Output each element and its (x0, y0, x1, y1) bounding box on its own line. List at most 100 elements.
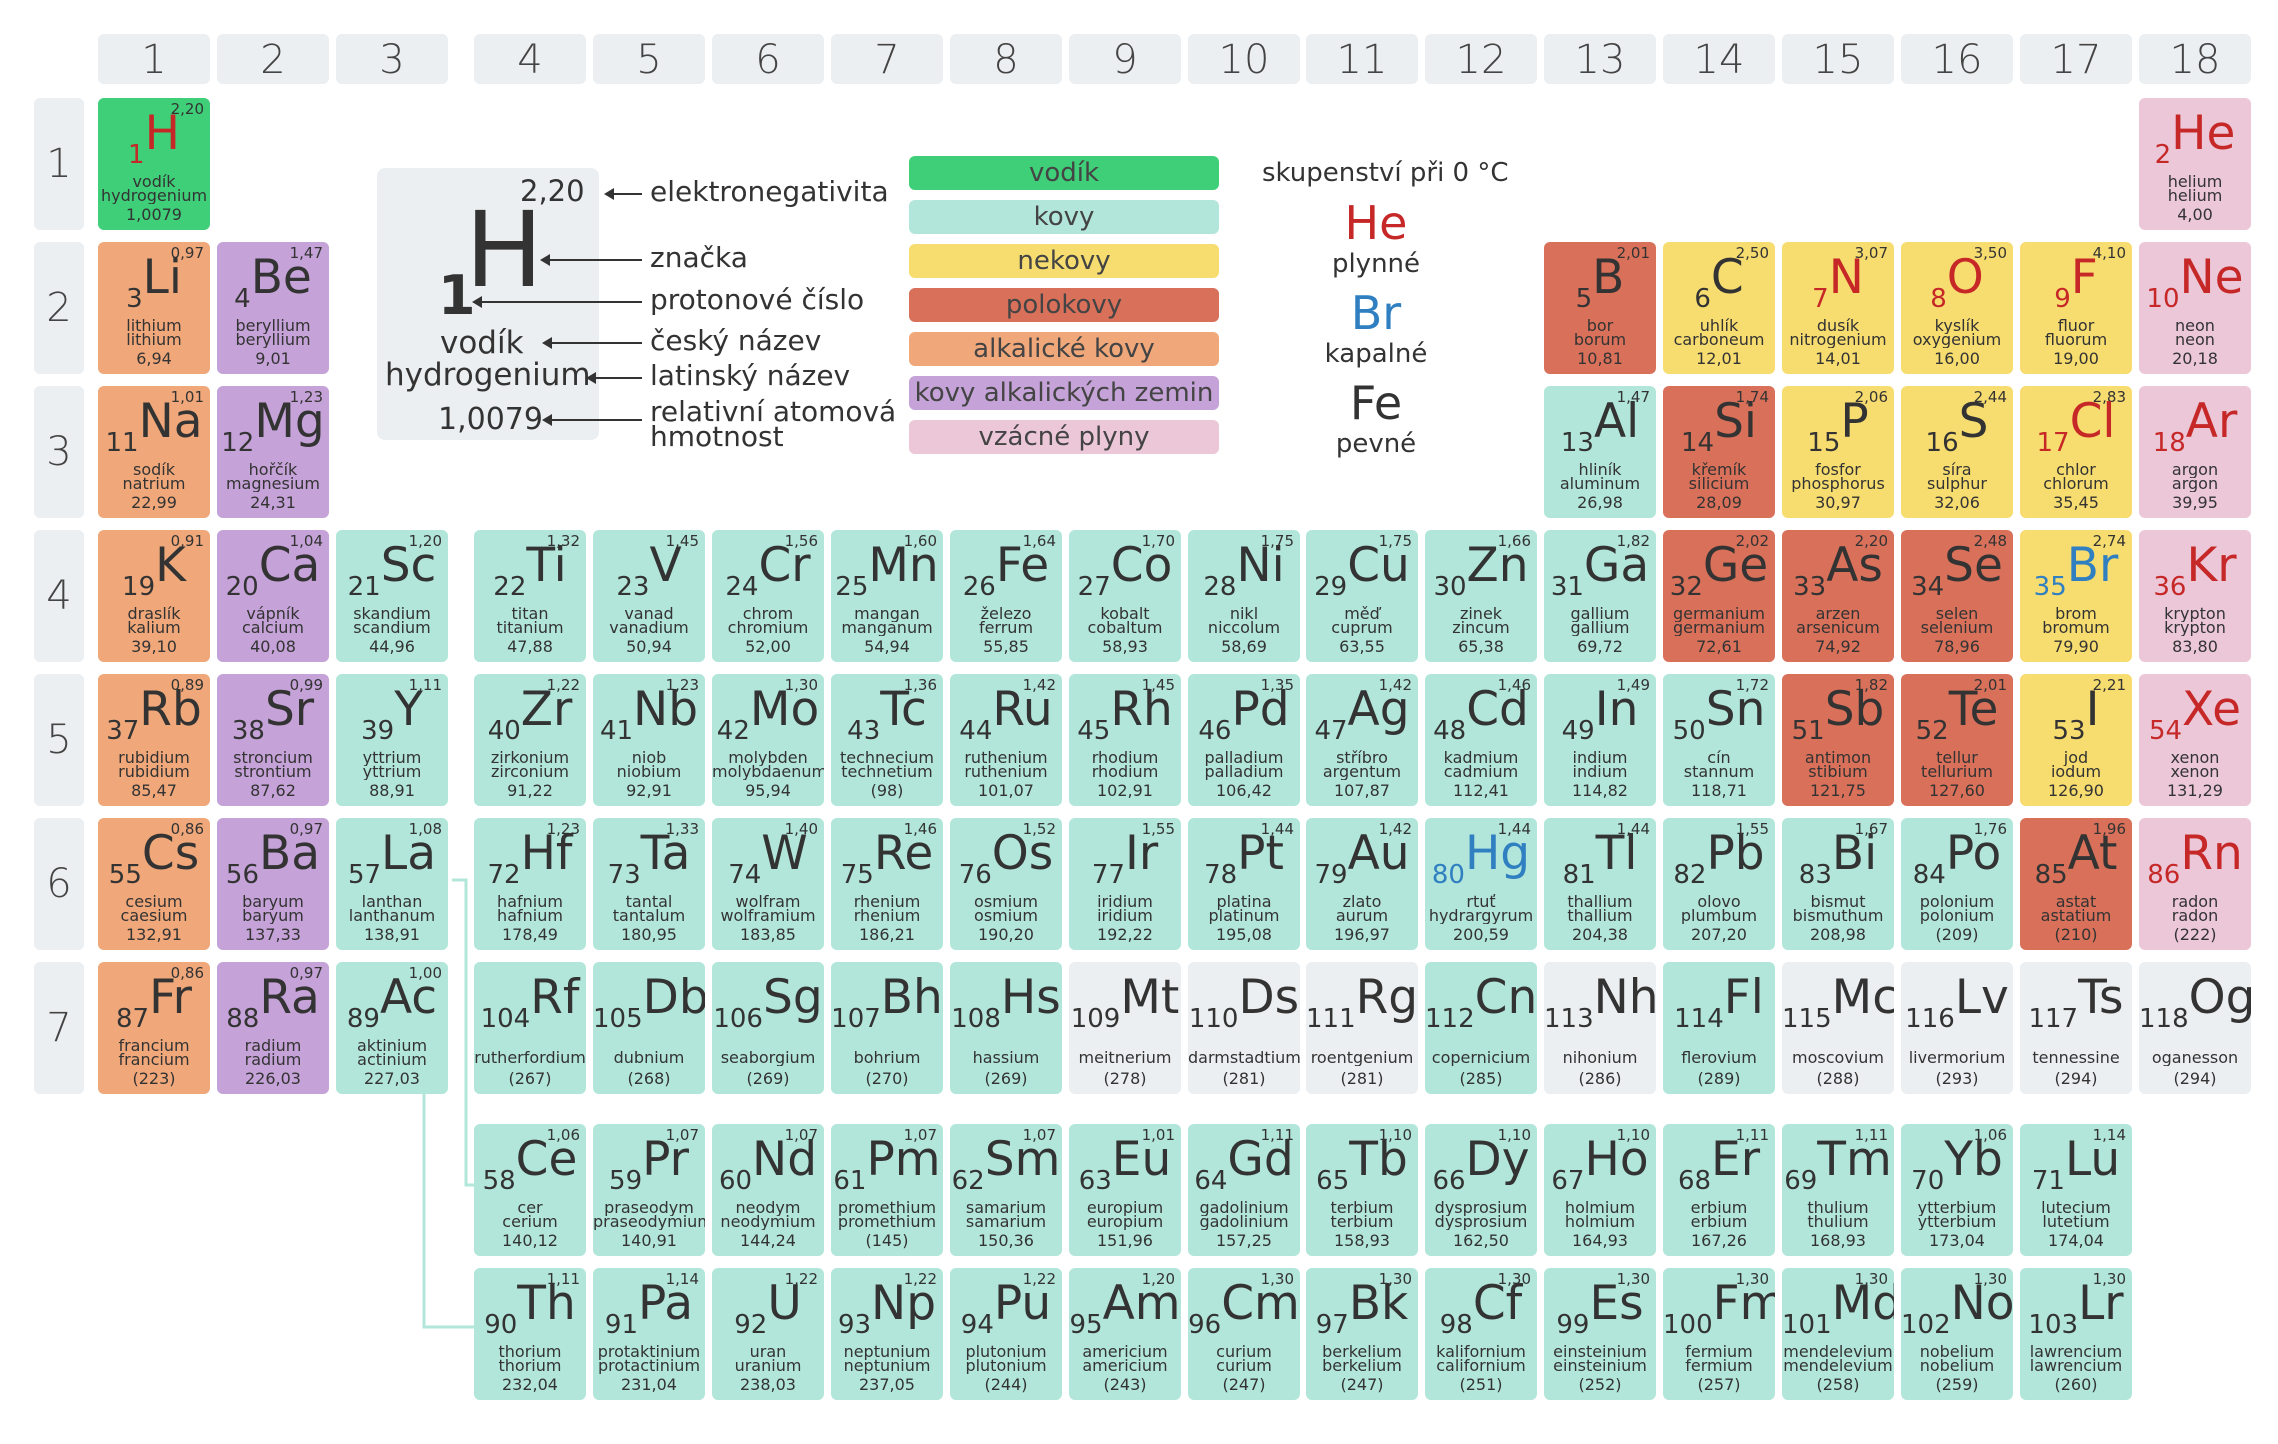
element-Mc[interactable]: 115Mc moscovium (288) (1782, 962, 1894, 1094)
element-P[interactable]: 2,06 15P fosfor phosphorus 30,97 (1782, 386, 1894, 518)
element-Ir[interactable]: 1,55 77Ir iridium iridium 192,22 (1069, 818, 1181, 950)
element-Si[interactable]: 1,74 14Si křemík silicium 28,09 (1663, 386, 1775, 518)
element-Br[interactable]: 2,74 35Br brom bromum 79,90 (2020, 530, 2132, 662)
element-Gd[interactable]: 1,11 64Gd gadolinium gadolinium 157,25 (1188, 1124, 1300, 1256)
element-Rn[interactable]: 86Rn radon radon (222) (2139, 818, 2251, 950)
element-Lv[interactable]: 116Lv livermorium (293) (1901, 962, 2013, 1094)
element-Cd[interactable]: 1,46 48Cd kadmium cadmium 112,41 (1425, 674, 1537, 806)
element-Pb[interactable]: 1,55 82Pb olovo plumbum 207,20 (1663, 818, 1775, 950)
element-O[interactable]: 3,50 8O kyslík oxygenium 16,00 (1901, 242, 2013, 374)
element-Rf[interactable]: 104Rf rutherfordium (267) (474, 962, 586, 1094)
element-Y[interactable]: 1,11 39Y yttrium yttrium 88,91 (336, 674, 448, 806)
element-Po[interactable]: 1,76 84Po polonium polonium (209) (1901, 818, 2013, 950)
element-Og[interactable]: 118Og oganesson (294) (2139, 962, 2251, 1094)
element-Bi[interactable]: 1,67 83Bi bismut bismuthum 208,98 (1782, 818, 1894, 950)
element-Te[interactable]: 2,01 52Te tellur tellurium 127,60 (1901, 674, 2013, 806)
element-Pa[interactable]: 1,14 91Pa protaktinium protactinium 231,04 (593, 1268, 705, 1400)
element-Mo[interactable]: 1,30 42Mo molybden molybdaenum 95,94 (712, 674, 824, 806)
element-Es[interactable]: 1,30 99Es einsteinium einsteinium (252) (1544, 1268, 1656, 1400)
element-B[interactable]: 2,01 5B bor borum 10,81 (1544, 242, 1656, 374)
element-Li[interactable]: 0,97 3Li lithium lithium 6,94 (98, 242, 210, 374)
element-Hg[interactable]: 1,44 80Hg rtuť hydrargyrum 200,59 (1425, 818, 1537, 950)
element-Cs[interactable]: 0,86 55Cs cesium caesium 132,91 (98, 818, 210, 950)
element-Na[interactable]: 1,01 11Na sodík natrium 22,99 (98, 386, 210, 518)
element-W[interactable]: 1,40 74W wolfram wolframium 183,85 (712, 818, 824, 950)
element-Sr[interactable]: 0,99 38Sr stroncium strontium 87,62 (217, 674, 329, 806)
element-Th[interactable]: 1,11 90Th thorium thorium 232,04 (474, 1268, 586, 1400)
element-At[interactable]: 1,96 85At astat astatium (210) (2020, 818, 2132, 950)
element-Au[interactable]: 1,42 79Au zlato aurum 196,97 (1306, 818, 1418, 950)
element-Cm[interactable]: 1,30 96Cm curium curium (247) (1188, 1268, 1300, 1400)
element-Fr[interactable]: 0,86 87Fr francium francium (223) (98, 962, 210, 1094)
element-As[interactable]: 2,20 33As arzen arsenicum 74,92 (1782, 530, 1894, 662)
element-No[interactable]: 1,30 102No nobelium nobelium (259) (1901, 1268, 2013, 1400)
element-Np[interactable]: 1,22 93Np neptunium neptunium 237,05 (831, 1268, 943, 1400)
element-Sc[interactable]: 1,20 21Sc skandium scandium 44,96 (336, 530, 448, 662)
element-Co[interactable]: 1,70 27Co kobalt cobaltum 58,93 (1069, 530, 1181, 662)
element-Ar[interactable]: 18Ar argon argon 39,95 (2139, 386, 2251, 518)
element-He[interactable]: 2He helium helium 4,00 (2139, 98, 2251, 230)
element-Tm[interactable]: 1,11 69Tm thulium thulium 168,93 (1782, 1124, 1894, 1256)
element-Cn[interactable]: 112Cn copernicium (285) (1425, 962, 1537, 1094)
element-Sn[interactable]: 1,72 50Sn cín stannum 118,71 (1663, 674, 1775, 806)
element-Ni[interactable]: 1,75 28Ni nikl niccolum 58,69 (1188, 530, 1300, 662)
element-Zr[interactable]: 1,22 40Zr zirkonium zirconium 91,22 (474, 674, 586, 806)
element-Rb[interactable]: 0,89 37Rb rubidium rubidium 85,47 (98, 674, 210, 806)
element-Rh[interactable]: 1,45 45Rh rhodium rhodium 102,91 (1069, 674, 1181, 806)
element-I[interactable]: 2,21 53I jod iodum 126,90 (2020, 674, 2132, 806)
element-Ba[interactable]: 0,97 56Ba baryum baryum 137,33 (217, 818, 329, 950)
element-Eu[interactable]: 1,01 63Eu europium europium 151,96 (1069, 1124, 1181, 1256)
element-Er[interactable]: 1,11 68Er erbium erbium 167,26 (1663, 1124, 1775, 1256)
element-Ag[interactable]: 1,42 47Ag stříbro argentum 107,87 (1306, 674, 1418, 806)
element-Yb[interactable]: 1,06 70Yb ytterbium ytterbium 173,04 (1901, 1124, 2013, 1256)
element-Re[interactable]: 1,46 75Re rhenium rhenium 186,21 (831, 818, 943, 950)
element-Ds[interactable]: 110Ds darmstadtium (281) (1188, 962, 1300, 1094)
element-Ge[interactable]: 2,02 32Ge germanium germanium 72,61 (1663, 530, 1775, 662)
element-Ac[interactable]: 1,00 89Ac aktinium actinium 227,03 (336, 962, 448, 1094)
element-Al[interactable]: 1,47 13Al hliník aluminum 26,98 (1544, 386, 1656, 518)
element-Se[interactable]: 2,48 34Se selen selenium 78,96 (1901, 530, 2013, 662)
element-S[interactable]: 2,44 16S síra sulphur 32,06 (1901, 386, 2013, 518)
element-Pm[interactable]: 1,07 61Pm promethium promethium (145) (831, 1124, 943, 1256)
element-Mg[interactable]: 1,23 12Mg hořčík magnesium 24,31 (217, 386, 329, 518)
element-K[interactable]: 0,91 19K draslík kalium 39,10 (98, 530, 210, 662)
element-Ra[interactable]: 0,97 88Ra radium radium 226,03 (217, 962, 329, 1094)
element-Tb[interactable]: 1,10 65Tb terbium terbium 158,93 (1306, 1124, 1418, 1256)
element-Bh[interactable]: 107Bh bohrium (270) (831, 962, 943, 1094)
element-Hs[interactable]: 108Hs hassium (269) (950, 962, 1062, 1094)
element-Pd[interactable]: 1,35 46Pd palladium palladium 106,42 (1188, 674, 1300, 806)
element-Lu[interactable]: 1,14 71Lu lutecium lutetium 174,04 (2020, 1124, 2132, 1256)
element-In[interactable]: 1,49 49In indium indium 114,82 (1544, 674, 1656, 806)
element-Md[interactable]: 1,30 101Md mendelevium mendelevium (258) (1782, 1268, 1894, 1400)
element-U[interactable]: 1,22 92U uran uranium 238,03 (712, 1268, 824, 1400)
element-Ts[interactable]: 117Ts tennessine (294) (2020, 962, 2132, 1094)
element-Zn[interactable]: 1,66 30Zn zinek zincum 65,38 (1425, 530, 1537, 662)
element-H[interactable]: 2,20 1H vodík hydrogenium 1,0079 (98, 98, 210, 230)
element-Ga[interactable]: 1,82 31Ga gallium gallium 69,72 (1544, 530, 1656, 662)
element-C[interactable]: 2,50 6C uhlík carboneum 12,01 (1663, 242, 1775, 374)
element-Mt[interactable]: 109Mt meitnerium (278) (1069, 962, 1181, 1094)
element-Pu[interactable]: 1,22 94Pu plutonium plutonium (244) (950, 1268, 1062, 1400)
element-Ca[interactable]: 1,04 20Ca vápník calcium 40,08 (217, 530, 329, 662)
element-F[interactable]: 4,10 9F fluor fluorum 19,00 (2020, 242, 2132, 374)
element-Fl[interactable]: 114Fl flerovium (289) (1663, 962, 1775, 1094)
element-Ne[interactable]: 10Ne neon neon 20,18 (2139, 242, 2251, 374)
element-Am[interactable]: 1,20 95Am americium americium (243) (1069, 1268, 1181, 1400)
element-Dy[interactable]: 1,10 66Dy dysprosium dysprosium 162,50 (1425, 1124, 1537, 1256)
element-Cr[interactable]: 1,56 24Cr chrom chromium 52,00 (712, 530, 824, 662)
element-Ce[interactable]: 1,06 58Ce cer cerium 140,12 (474, 1124, 586, 1256)
element-Nb[interactable]: 1,23 41Nb niob niobium 92,91 (593, 674, 705, 806)
element-Mn[interactable]: 1,60 25Mn mangan manganum 54,94 (831, 530, 943, 662)
element-Ta[interactable]: 1,33 73Ta tantal tantalum 180,95 (593, 818, 705, 950)
element-Nh[interactable]: 113Nh nihonium (286) (1544, 962, 1656, 1094)
element-Pt[interactable]: 1,44 78Pt platina platinum 195,08 (1188, 818, 1300, 950)
element-Cl[interactable]: 2,83 17Cl chlor chlorum 35,45 (2020, 386, 2132, 518)
element-Lr[interactable]: 1,30 103Lr lawrencium lawrencium (260) (2020, 1268, 2132, 1400)
element-Hf[interactable]: 1,23 72Hf hafnium hafnium 178,49 (474, 818, 586, 950)
element-Ho[interactable]: 1,10 67Ho holmium holmium 164,93 (1544, 1124, 1656, 1256)
element-Sb[interactable]: 1,82 51Sb antimon stibium 121,75 (1782, 674, 1894, 806)
element-Tl[interactable]: 1,44 81Tl thallium thallium 204,38 (1544, 818, 1656, 950)
element-Nd[interactable]: 1,07 60Nd neodym neodymium 144,24 (712, 1124, 824, 1256)
element-Os[interactable]: 1,52 76Os osmium osmium 190,20 (950, 818, 1062, 950)
element-Ru[interactable]: 1,42 44Ru ruthenium ruthenium 101,07 (950, 674, 1062, 806)
